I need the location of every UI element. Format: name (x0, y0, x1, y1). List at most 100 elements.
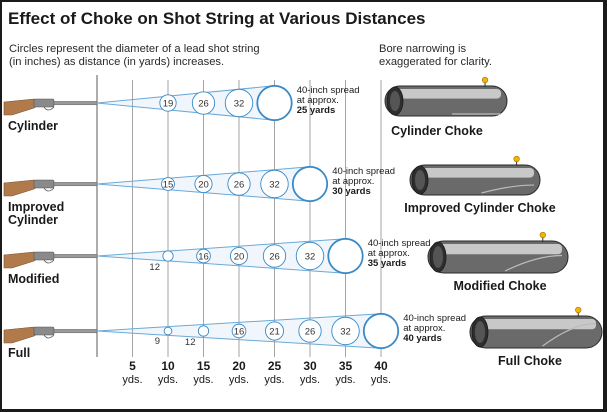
circle-diameter-label: 15 (163, 179, 174, 190)
choke-tube-icon (384, 76, 508, 117)
spread-distance: 25 yards (297, 105, 336, 116)
row-label: Full (8, 346, 30, 360)
circle-diameter-label: 20 (198, 179, 209, 190)
distance-tick-35: 35 (339, 359, 353, 373)
circle-diameter-label: 9 (155, 336, 160, 347)
shot-circle-15yd (197, 325, 210, 337)
choke-label: Cylinder Choke (391, 124, 483, 138)
distance-tick-25: 25 (268, 359, 282, 373)
spread-note-line-1: 40-inch spread (332, 166, 395, 177)
distance-tick-30: 30 (303, 359, 317, 373)
distance-tick-20: 20 (232, 359, 246, 373)
shotgun-icon (3, 251, 98, 269)
shot-circle-20yd (227, 172, 251, 196)
note-left-line-1: Circles represent the diameter of a lead… (9, 43, 260, 55)
spread-note-line-1: 40-inch spread (403, 313, 466, 324)
distance-gridlines (96, 75, 382, 357)
row-label: Cylinder (8, 213, 58, 227)
circle-diameter-label: 19 (163, 98, 174, 109)
circle-diameter-label: 16 (198, 251, 209, 262)
shot-circle-20yd (231, 323, 247, 339)
cone-upper-edge (96, 85, 275, 104)
note-right-line-2: exaggerated for clarity. (379, 56, 492, 68)
shot-circle-35yd (327, 237, 364, 275)
shot-circle-10yd (161, 177, 175, 191)
distance-unit: yds. (193, 374, 213, 386)
shot-circle-25yd (265, 321, 284, 341)
shot-circle-10yd (162, 250, 174, 262)
distance-unit: yds. (300, 374, 320, 386)
spread-distance: 30 yards (332, 186, 371, 197)
shotgun-icon (3, 326, 98, 344)
spread-note-line-2: at approx. (403, 323, 445, 334)
spread-note-line-2: at approx. (297, 95, 339, 106)
distance-axis: 5yds.10yds.15yds.20yds.25yds.30yds.35yds… (122, 359, 391, 386)
bead-sight-icon (513, 155, 520, 163)
choke-label: Improved Cylinder Choke (404, 201, 555, 215)
spread-note-line-2: at approx. (368, 248, 410, 259)
circle-diameter-label: 12 (149, 262, 160, 273)
circle-diameter-label: 32 (340, 326, 351, 337)
cone-lower-edge (96, 102, 275, 121)
shot-circle-10yd (159, 94, 177, 112)
shotgun-icon (3, 179, 98, 197)
note-left-line-2: (in inches) as distance (in yards) incre… (9, 56, 224, 68)
shot-circle-15yd (194, 174, 213, 194)
shot-circle-25yd (256, 84, 293, 122)
circle-diameter-label: 26 (234, 179, 245, 190)
circle-diameter-label: 12 (185, 337, 196, 348)
cone-lower-edge (96, 330, 382, 349)
distance-unit: yds. (335, 374, 355, 386)
shot-circle-30yd (291, 165, 329, 203)
shotgun-icon (3, 98, 98, 116)
choke-label: Full Choke (498, 354, 562, 368)
distance-tick-15: 15 (197, 359, 211, 373)
distance-unit: yds. (122, 374, 142, 386)
circle-diameter-label: 20 (234, 251, 245, 262)
cone-lower-edge (96, 255, 346, 274)
spread-note-line-2: at approx. (332, 176, 374, 187)
choke-tube-icon (469, 306, 603, 349)
distance-unit: yds. (371, 374, 391, 386)
distance-tick-40: 40 (374, 359, 388, 373)
bead-sight-icon (481, 76, 489, 84)
shot-circle-15yd (191, 91, 216, 115)
shot-circle-10yd (163, 326, 173, 336)
shot-circle-20yd (229, 246, 249, 266)
circle-diameter-label: 16 (234, 326, 245, 337)
shot-circle-20yd (224, 88, 254, 118)
shot-circle-15yd (196, 248, 211, 264)
choke-tube-icon (427, 231, 569, 274)
circle-diameter-label: 26 (305, 326, 316, 337)
cone-upper-edge (96, 313, 382, 332)
distance-unit: yds. (229, 374, 249, 386)
distance-tick-10: 10 (161, 359, 175, 373)
cone-upper-edge (96, 238, 346, 257)
circle-diameter-label: 32 (234, 98, 245, 109)
spread-distance: 40 yards (403, 333, 442, 344)
shot-circle-35yd (331, 316, 360, 346)
circle-diameter-label: 21 (269, 326, 280, 337)
shot-circle-30yd (295, 241, 325, 271)
row-label: Cylinder (8, 119, 58, 133)
circle-diameter-label: 32 (305, 251, 316, 262)
spread-distance: 35 yards (368, 258, 407, 269)
spread-note-line-1: 40-inch spread (368, 238, 431, 249)
bead-sight-icon (575, 306, 582, 314)
distance-unit: yds. (158, 374, 178, 386)
row-label: Modified (8, 272, 59, 286)
shot-circle-30yd (298, 319, 322, 343)
note-right-line-1: Bore narrowing is (379, 43, 466, 55)
distance-unit: yds. (264, 374, 284, 386)
circle-diameter-label: 26 (269, 251, 280, 262)
spread-note-line-1: 40-inch spread (297, 85, 360, 96)
shot-circle-25yd (260, 169, 289, 199)
diagram-title: Effect of Choke on Shot String at Variou… (8, 9, 426, 28)
shot-circle-40yd (362, 312, 400, 350)
